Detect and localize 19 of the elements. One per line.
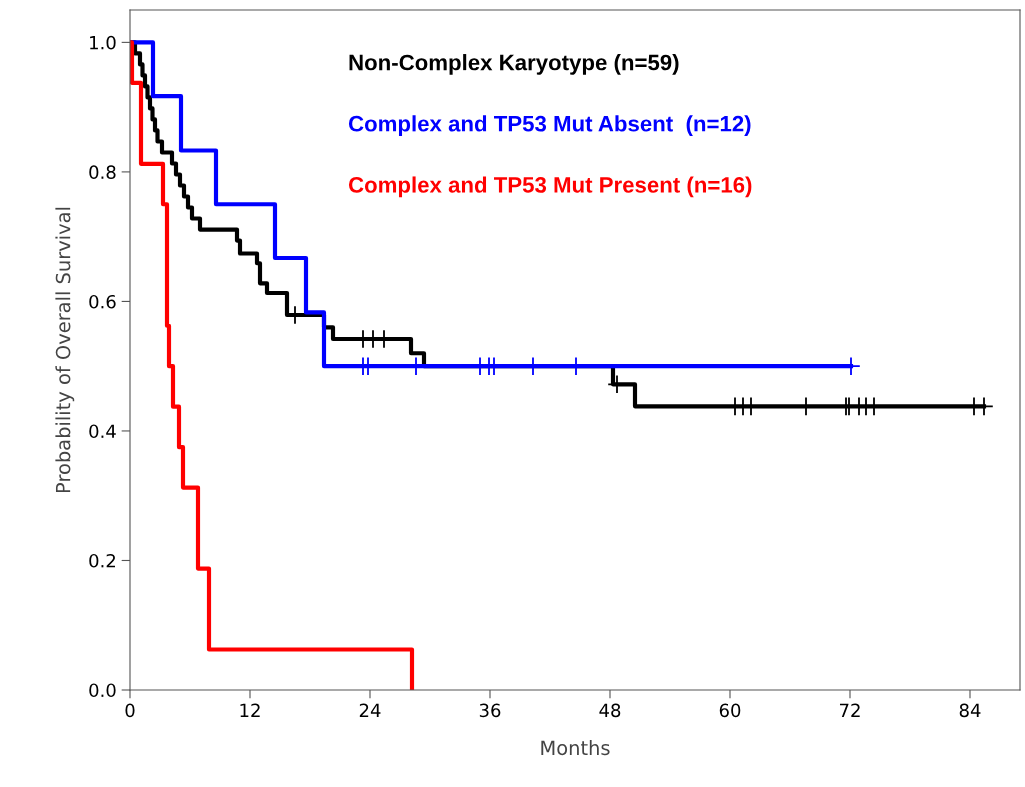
- x-tick-label: 24: [359, 703, 381, 717]
- x-tick-label: 36: [479, 703, 501, 718]
- y-tick-label: 0.2: [89, 553, 115, 568]
- x-tick-label: 12: [240, 703, 260, 717]
- y-tick-label: 1.0: [90, 35, 116, 50]
- x-tick-label: 60: [719, 703, 741, 718]
- y-tick-label: 0.0: [89, 683, 116, 698]
- text: Complex and TP53 Mut Absent (n=12): [348, 115, 751, 136]
- y-tick-label: 0.6: [89, 294, 116, 309]
- y-tick-label: 0.4: [89, 424, 116, 439]
- y-axis-title: Probability of Overall Survival: [55, 207, 75, 493]
- text: Complex and TP53 Mut Present (n=16): [348, 176, 752, 198]
- text: Non-Complex Karyotype (n=59): [349, 54, 679, 75]
- y-tick-label: 0.8: [89, 165, 116, 180]
- x-tick-label: 48: [599, 703, 621, 718]
- x-axis-title: Months: [541, 740, 610, 756]
- x-tick-label: 0: [125, 703, 135, 718]
- x-tick-label: 72: [839, 703, 860, 717]
- x-tick-label: 84: [959, 703, 981, 718]
